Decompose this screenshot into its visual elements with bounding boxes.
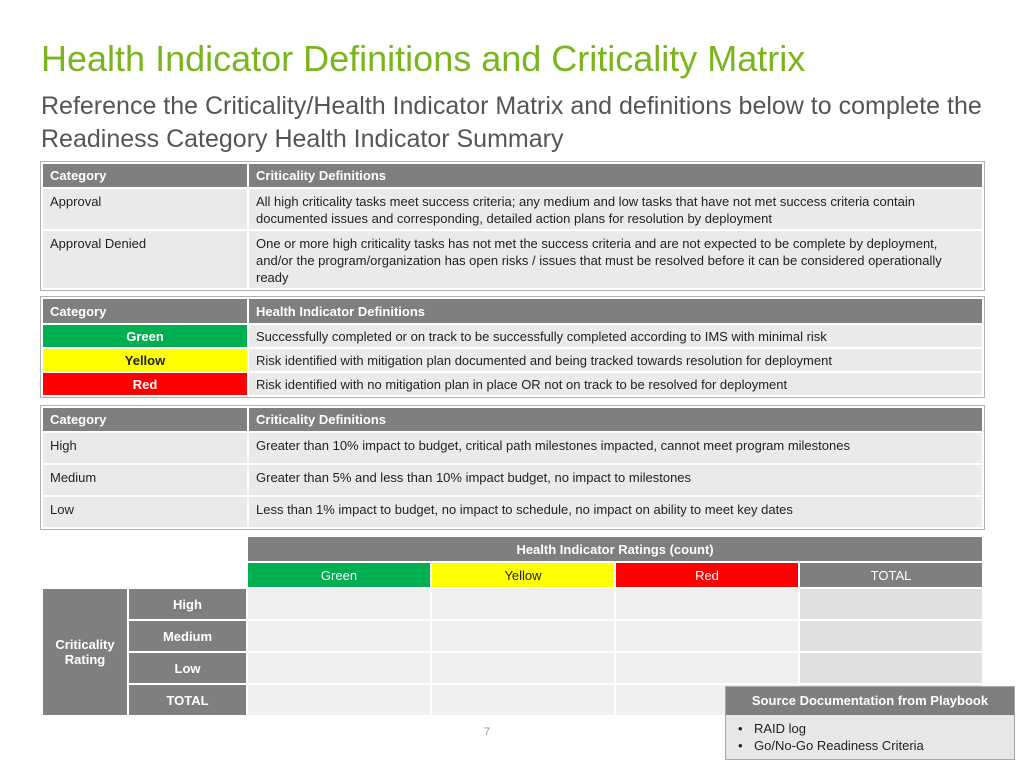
- row-header-low: Low: [127, 651, 248, 685]
- count-cell-medium-total[interactable]: [797, 619, 985, 653]
- row-header-total: TOTAL: [127, 683, 248, 717]
- column-header-category: Category: [41, 297, 249, 325]
- column-header-red: Red: [614, 561, 800, 589]
- row-header-high: High: [127, 587, 248, 621]
- green-category-cell: Green: [41, 323, 249, 349]
- red-category-cell: Red: [41, 371, 249, 397]
- category-cell: High: [41, 431, 249, 465]
- definition-cell: One or more high criticality tasks has n…: [247, 229, 984, 290]
- approval-definitions-table: Category Criticality Definitions Approva…: [40, 161, 985, 291]
- yellow-category-cell: Yellow: [41, 347, 249, 373]
- list-item: Go/No-Go Readiness Criteria: [754, 737, 1014, 754]
- page-title: Health Indicator Definitions and Critica…: [41, 38, 806, 79]
- table-row: Red Risk identified with no mitigation p…: [41, 371, 984, 397]
- definition-cell: Less than 1% impact to budget, no impact…: [247, 495, 984, 529]
- source-documentation-list: RAID log Go/No-Go Readiness Criteria: [726, 720, 1014, 754]
- definition-cell: Greater than 5% and less than 10% impact…: [247, 463, 984, 497]
- page-number: 7: [484, 726, 491, 738]
- count-cell-low-total[interactable]: [797, 651, 985, 685]
- column-header-total: TOTAL: [797, 561, 985, 589]
- count-cell-medium-red[interactable]: [614, 619, 800, 653]
- source-documentation-box: Source Documentation from Playbook RAID …: [725, 686, 1015, 760]
- column-header-criticality-definitions: Criticality Definitions: [247, 406, 984, 433]
- list-item: RAID log: [754, 720, 1014, 737]
- count-cell-total-green[interactable]: [246, 683, 432, 717]
- count-cell-high-total[interactable]: [797, 587, 985, 621]
- count-cell-high-red[interactable]: [614, 587, 800, 621]
- table-row: Medium: [42, 619, 985, 653]
- count-cell-low-green[interactable]: [246, 651, 432, 685]
- criticality-rating-group-label: Criticality Rating: [41, 587, 129, 717]
- row-header-medium: Medium: [127, 619, 248, 653]
- column-header-yellow: Yellow: [430, 561, 616, 589]
- count-cell-low-yellow[interactable]: [430, 651, 616, 685]
- count-cell-high-green[interactable]: [246, 587, 432, 621]
- count-cell-low-red[interactable]: [614, 651, 800, 685]
- column-header-category: Category: [41, 162, 249, 189]
- table-row: High Greater than 10% impact to budget, …: [41, 431, 984, 465]
- definition-cell: Greater than 10% impact to budget, criti…: [247, 431, 984, 465]
- definition-cell: Risk identified with mitigation plan doc…: [247, 347, 984, 373]
- column-header-category: Category: [41, 406, 249, 433]
- category-cell: Low: [41, 495, 249, 529]
- column-header-criticality-definitions: Criticality Definitions: [247, 162, 984, 189]
- ratings-matrix-title: Health Indicator Ratings (count): [245, 535, 985, 563]
- count-cell-high-yellow[interactable]: [430, 587, 616, 621]
- source-documentation-title: Source Documentation from Playbook: [726, 687, 1014, 715]
- matrix-corner-blank: [41, 535, 248, 563]
- category-cell: Medium: [41, 463, 249, 497]
- count-cell-medium-yellow[interactable]: [430, 619, 616, 653]
- table-row: Criticality Rating High: [41, 587, 985, 717]
- count-cell-medium-green[interactable]: [246, 619, 432, 653]
- definition-cell: Successfully completed or on track to be…: [247, 323, 984, 349]
- column-header-green: Green: [246, 561, 432, 589]
- health-indicator-ratings-matrix: Health Indicator Ratings (count) Green Y…: [41, 535, 985, 717]
- table-row: Low Less than 1% impact to budget, no im…: [41, 495, 984, 529]
- table-row: Green Successfully completed or on track…: [41, 323, 984, 349]
- category-cell: Approval: [41, 187, 249, 231]
- column-header-health-indicator-definitions: Health Indicator Definitions: [247, 297, 984, 325]
- table-row: Yellow Risk identified with mitigation p…: [41, 347, 984, 373]
- count-cell-total-yellow[interactable]: [430, 683, 616, 717]
- definition-cell: All high criticality tasks meet success …: [247, 187, 984, 231]
- table-row: Approval All high criticality tasks meet…: [41, 187, 984, 231]
- matrix-corner-blank: [41, 561, 248, 589]
- table-row: Low: [42, 651, 985, 685]
- health-indicator-definitions-table: Category Health Indicator Definitions Gr…: [40, 296, 985, 398]
- definition-cell: Risk identified with no mitigation plan …: [247, 371, 984, 397]
- page-subtitle: Reference the Criticality/Health Indicat…: [41, 92, 982, 153]
- category-cell: Approval Denied: [41, 229, 249, 290]
- table-row: Approval Denied One or more high critica…: [41, 229, 984, 290]
- table-row: Medium Greater than 5% and less than 10%…: [41, 463, 984, 497]
- criticality-definitions-table: Category Criticality Definitions High Gr…: [40, 405, 985, 530]
